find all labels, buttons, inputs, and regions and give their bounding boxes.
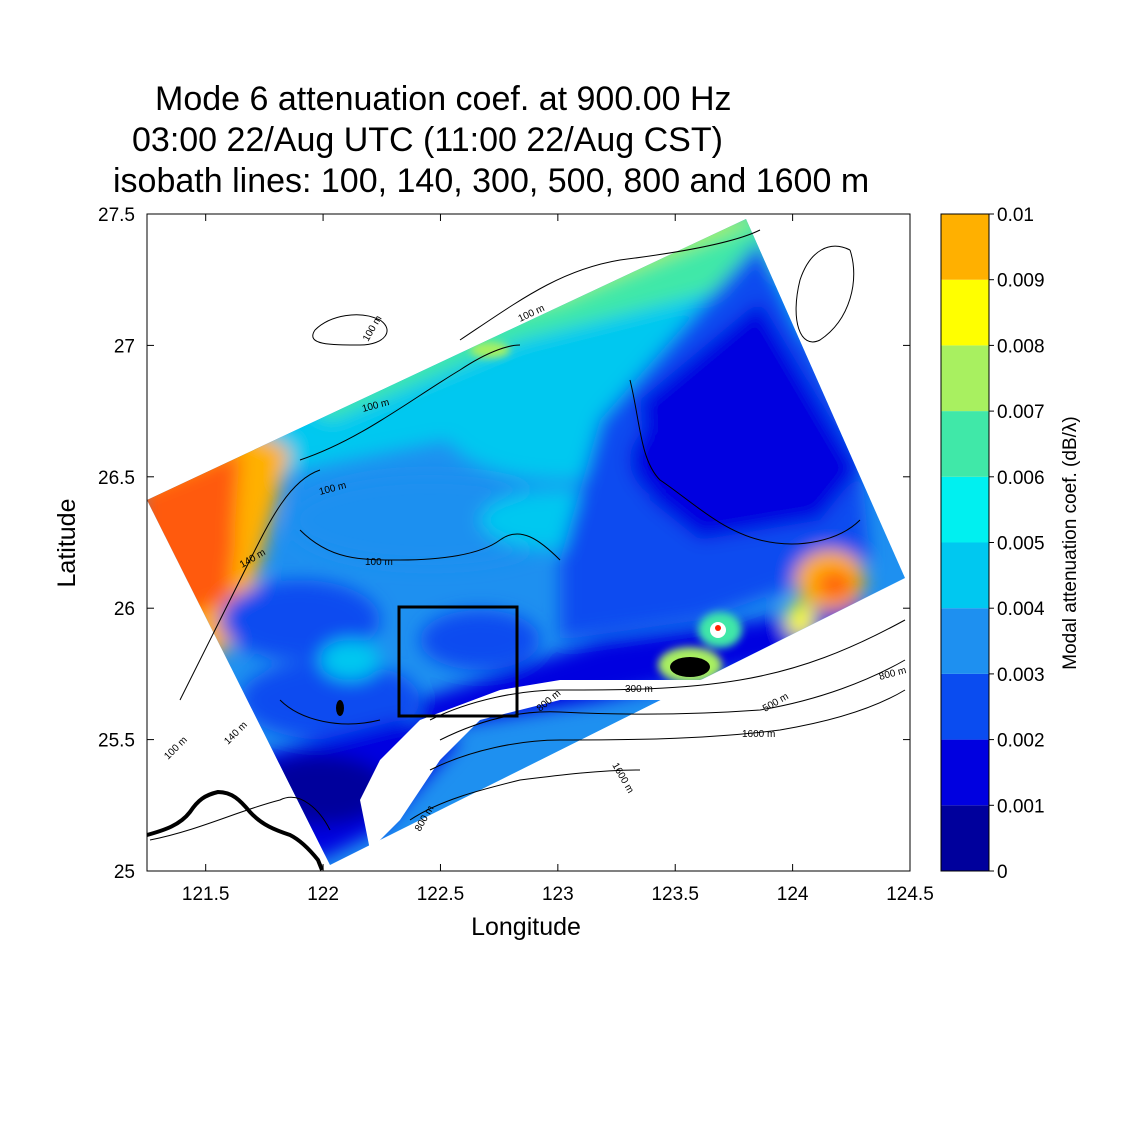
isobath-label-100f: 100 m bbox=[162, 735, 189, 762]
colorbar-segment bbox=[941, 279, 989, 346]
isobath-label-100e: 100 m bbox=[365, 557, 393, 568]
y-axis: 25 25.5 26 26.5 27 27.5 bbox=[98, 205, 910, 883]
y-tick-label: 27 bbox=[114, 336, 135, 357]
y-tick-label: 25 bbox=[114, 862, 135, 883]
colorbar-segment bbox=[941, 542, 989, 609]
attenuation-field bbox=[147, 219, 905, 865]
colorbar-segment bbox=[941, 345, 989, 412]
x-tick-label: 122.5 bbox=[417, 884, 465, 905]
chart-title-line-1: Mode 6 attenuation coef. at 900.00 Hz bbox=[155, 80, 732, 118]
colorbar-tick-label: 0.006 bbox=[997, 468, 1045, 489]
colorbar-tick-label: 0.003 bbox=[997, 665, 1045, 686]
colorbar-segment bbox=[941, 608, 989, 674]
chart-title-line-2: 03:00 22/Aug UTC (11:00 22/Aug CST) bbox=[132, 121, 723, 159]
x-tick-label: 123 bbox=[542, 884, 574, 905]
y-tick-label: 27.5 bbox=[98, 205, 135, 226]
highlight-box bbox=[397, 605, 519, 718]
colorbar-tick-label: 0 bbox=[997, 862, 1008, 883]
colorbar-segment bbox=[941, 673, 989, 740]
chart-title-line-3: isobath lines: 100, 140, 300, 500, 800 a… bbox=[113, 162, 870, 200]
x-tick-label: 124 bbox=[777, 884, 809, 905]
y-tick-label: 26.5 bbox=[98, 468, 135, 489]
isobath-label-1600b: 1600 m bbox=[609, 761, 635, 795]
colorbar-label: Modal attenuation coef. (dB/λ) bbox=[1060, 416, 1081, 669]
colorbar-tick-label: 0.005 bbox=[997, 534, 1045, 555]
colorbar-tick-label: 0.001 bbox=[997, 796, 1045, 817]
isobath-label-1600: 1600 m bbox=[742, 729, 775, 740]
x-tick-label: 123.5 bbox=[651, 884, 699, 905]
colorbar-segment bbox=[941, 805, 989, 871]
coastline bbox=[146, 789, 324, 871]
isobath-label-140b: 140 m bbox=[222, 720, 249, 747]
land-or-masked-region bbox=[360, 600, 905, 850]
colorbar-segment bbox=[941, 411, 989, 477]
x-tick-label: 121.5 bbox=[182, 884, 230, 905]
colorbar-tick-label: 0.004 bbox=[997, 599, 1045, 620]
isobath-label-800c: 800 m bbox=[878, 665, 908, 683]
x-axis-label: Longitude bbox=[471, 913, 581, 941]
colorbar-tick-label: 0.007 bbox=[997, 402, 1045, 423]
colorbar: 0 0.001 0.002 0.003 0.004 0.005 0.006 0.007 0.00… bbox=[940, 205, 1045, 883]
x-tick-label: 124.5 bbox=[886, 884, 934, 905]
colorbar-segment bbox=[941, 214, 989, 280]
colorbar-segment bbox=[941, 739, 989, 806]
colorbar-tick-label: 0.008 bbox=[997, 336, 1045, 357]
y-tick-label: 25.5 bbox=[98, 731, 135, 752]
x-tick-label: 122 bbox=[307, 884, 339, 905]
isobath-label-100: 100 m bbox=[361, 314, 384, 344]
isobath-label-300: 300 m bbox=[625, 684, 653, 695]
plot-area-frame bbox=[146, 213, 911, 872]
y-tick-label: 26 bbox=[114, 599, 135, 620]
colorbar-tick-label: 0.01 bbox=[997, 205, 1034, 226]
colorbar-tick-label: 0.002 bbox=[997, 731, 1045, 752]
colorbar-segment bbox=[941, 476, 989, 543]
y-axis-label: Latitude bbox=[53, 499, 81, 588]
x-axis: 121.5 122 122.5 123 123.5 124 124.5 bbox=[182, 214, 934, 905]
colorbar-tick-label: 0.009 bbox=[997, 271, 1045, 292]
